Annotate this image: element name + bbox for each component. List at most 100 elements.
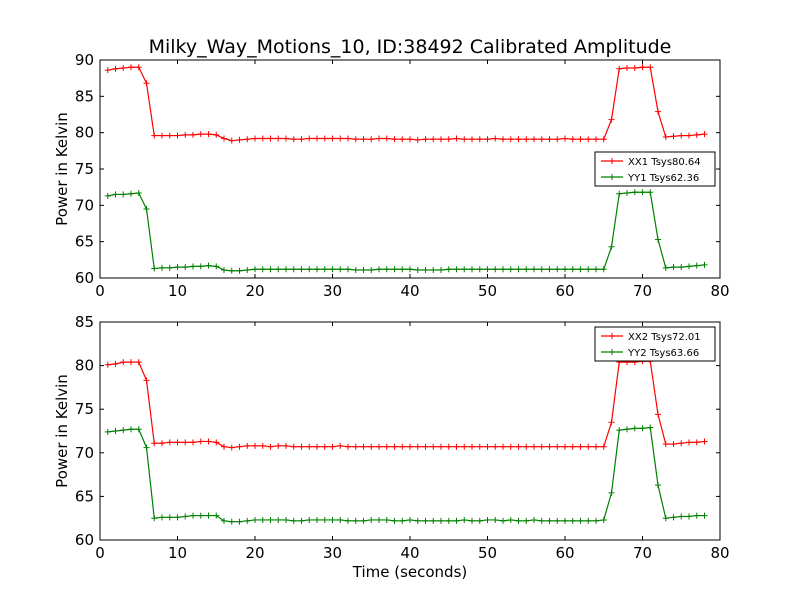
data-point	[430, 517, 437, 524]
data-point	[259, 135, 266, 142]
data-point	[275, 516, 282, 523]
data-point	[174, 439, 181, 446]
data-point	[701, 438, 708, 445]
data-point	[593, 517, 599, 524]
y-axis-label: Power in Kelvin	[53, 112, 71, 226]
data-point	[306, 266, 313, 273]
data-point	[128, 426, 134, 433]
data-point	[538, 517, 545, 524]
data-point	[600, 443, 607, 450]
data-point	[190, 512, 196, 519]
data-point	[197, 512, 204, 519]
data-point	[352, 267, 359, 274]
data-point	[314, 135, 320, 142]
data-point	[500, 443, 506, 450]
data-point	[337, 442, 344, 449]
data-point	[407, 516, 413, 523]
data-point	[151, 515, 158, 522]
data-point	[492, 516, 499, 523]
data-point	[693, 131, 700, 138]
data-point	[290, 266, 297, 273]
data-point	[376, 135, 382, 142]
x-tick-label: 70	[633, 544, 652, 562]
data-point	[221, 517, 227, 524]
data-point	[662, 441, 669, 448]
data-point	[283, 135, 289, 142]
data-point	[360, 267, 367, 274]
data-point	[701, 261, 708, 268]
data-point	[461, 266, 468, 273]
data-point	[391, 266, 398, 273]
data-point	[531, 136, 537, 143]
data-point	[523, 517, 530, 524]
data-point	[290, 517, 297, 524]
data-point	[228, 518, 235, 525]
data-point	[259, 442, 266, 449]
data-point	[554, 266, 561, 273]
data-point	[166, 264, 173, 271]
data-point	[655, 411, 661, 418]
data-point	[438, 267, 444, 274]
data-point	[383, 443, 390, 450]
data-point	[104, 428, 111, 435]
data-point	[616, 190, 623, 197]
data-point	[275, 266, 282, 273]
data-point	[577, 517, 584, 524]
data-point	[538, 136, 545, 143]
data-point	[569, 443, 576, 450]
data-point	[143, 377, 150, 384]
data-point	[422, 267, 429, 274]
data-point	[236, 443, 243, 450]
data-point	[655, 108, 661, 115]
x-tick-label: 10	[168, 544, 187, 562]
data-point	[469, 443, 475, 450]
x-tick-label: 0	[95, 544, 105, 562]
data-point	[639, 189, 646, 196]
data-point	[430, 267, 437, 274]
data-point	[554, 136, 561, 143]
data-point	[197, 131, 204, 138]
x-tick-label: 40	[400, 544, 419, 562]
data-point	[484, 443, 491, 450]
data-point	[407, 443, 413, 450]
data-point	[445, 443, 452, 450]
data-point	[616, 65, 623, 72]
x-tick-label: 40	[400, 282, 419, 300]
data-point	[337, 516, 344, 523]
y-tick-label: 65	[75, 487, 94, 505]
data-point	[321, 516, 328, 523]
data-point	[298, 443, 305, 450]
data-point	[298, 517, 305, 524]
data-point	[531, 443, 537, 450]
data-point	[120, 191, 127, 198]
data-point	[345, 517, 351, 524]
data-point	[507, 443, 514, 450]
data-point	[445, 136, 452, 143]
data-point	[283, 266, 289, 273]
data-point	[701, 512, 708, 519]
data-point	[190, 439, 196, 446]
data-point	[414, 517, 421, 524]
data-point	[577, 136, 584, 143]
data-point	[221, 267, 227, 274]
data-point	[244, 136, 251, 143]
data-point	[500, 517, 506, 524]
data-point	[159, 514, 165, 521]
data-point	[151, 265, 158, 272]
data-point	[205, 438, 212, 445]
data-point	[120, 64, 127, 71]
data-point	[662, 264, 669, 271]
data-point	[585, 517, 592, 524]
data-point	[515, 266, 522, 273]
y-tick-label: 75	[75, 160, 94, 178]
data-point	[492, 266, 499, 273]
data-point	[337, 135, 344, 142]
legend-label-1: XX1 Tsys80.64	[628, 157, 701, 168]
legend-box	[594, 326, 716, 362]
data-point	[670, 264, 677, 271]
data-point	[546, 443, 553, 450]
data-point	[500, 266, 506, 273]
data-point	[360, 136, 367, 143]
data-point	[128, 359, 134, 366]
data-point	[321, 135, 328, 142]
